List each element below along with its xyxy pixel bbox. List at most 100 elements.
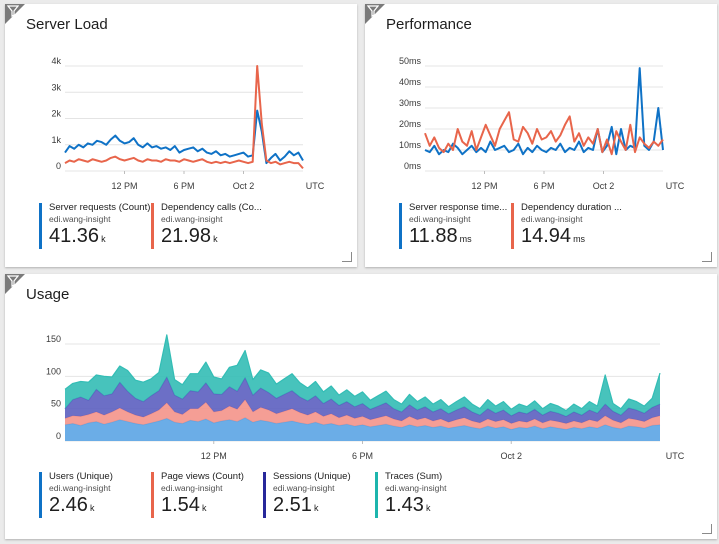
legend-source: edi.wang-insight bbox=[161, 214, 223, 224]
legend-name: Sessions (Unique) bbox=[273, 471, 351, 482]
server-load-legend: Server requests (Count) edi.wang-insight… bbox=[39, 202, 263, 250]
performance-chart[interactable]: 0ms 10ms 20ms 30ms 40ms 50ms 12 PM 6 PM Oct 2 UTC bbox=[365, 4, 717, 204]
legend-color-bar bbox=[39, 472, 42, 518]
usage-chart[interactable]: 0 50 100 150 12 PM 6 PM Oct 2 UTC bbox=[5, 274, 717, 469]
x-axis-unit: UTC bbox=[666, 181, 685, 191]
server-load-chart[interactable]: 0 1k 2k 3k 4k 12 PM 6 PM Oct 2 UTC bbox=[5, 4, 357, 204]
legend-name: Dependency calls (Co... bbox=[161, 202, 262, 213]
legend-value: 14.94 bbox=[521, 225, 572, 247]
legend-unit: k bbox=[89, 503, 95, 513]
legend-value: 1.43 bbox=[385, 494, 424, 516]
legend-source: edi.wang-insight bbox=[521, 214, 583, 224]
series-area[interactable] bbox=[65, 399, 660, 430]
legend-color-bar bbox=[511, 203, 514, 249]
y-tick-label: 3k bbox=[51, 82, 61, 92]
tile-title: Server Load bbox=[26, 16, 108, 33]
series-area-edge bbox=[64, 334, 661, 412]
x-axis-unit: UTC bbox=[306, 181, 325, 191]
legend-name: Server response time... bbox=[409, 202, 508, 213]
resize-handle[interactable] bbox=[702, 524, 712, 534]
series-area[interactable] bbox=[65, 377, 660, 424]
series-line[interactable] bbox=[424, 111, 664, 156]
legend-item[interactable]: Sessions (Unique) edi.wang-insight 2.51 k bbox=[263, 471, 375, 519]
series-area[interactable] bbox=[65, 334, 660, 417]
y-tick-label: 1k bbox=[51, 135, 61, 145]
y-tick-label: 0 bbox=[56, 161, 61, 171]
x-tick-label: 6 PM bbox=[352, 451, 373, 461]
legend-value: 41.36 bbox=[49, 225, 100, 247]
legend-value: 2.51 bbox=[273, 494, 312, 516]
legend-item[interactable]: Server response time... edi.wang-insight… bbox=[399, 202, 511, 250]
y-tick-label: 40ms bbox=[399, 77, 422, 87]
legend-item[interactable]: Server requests (Count) edi.wang-insight… bbox=[39, 202, 151, 250]
legend-value: 1.54 bbox=[161, 494, 200, 516]
x-tick-label: 6 PM bbox=[173, 181, 194, 191]
series-line[interactable] bbox=[64, 65, 304, 170]
legend-unit: k bbox=[101, 234, 106, 244]
x-tick-label: Oct 2 bbox=[500, 451, 522, 461]
resize-handle[interactable] bbox=[342, 252, 352, 262]
y-tick-label: 2k bbox=[51, 109, 61, 119]
server-load-tile[interactable]: Server Load 0 1k 2k 3k 4k 12 PM 6 PM Oct 2 UTC S… bbox=[5, 4, 357, 267]
y-tick-label: 20ms bbox=[399, 119, 422, 129]
legend-item[interactable]: Page views (Count) edi.wang-insight 1.54… bbox=[151, 471, 263, 519]
tile-title: Usage bbox=[26, 286, 70, 303]
legend-source: edi.wang-insight bbox=[49, 483, 111, 493]
series-area[interactable] bbox=[65, 417, 660, 441]
legend-value: 2.46 bbox=[49, 494, 88, 516]
legend-color-bar bbox=[375, 472, 378, 518]
legend-unit: k bbox=[213, 234, 218, 244]
legend-color-bar bbox=[39, 203, 42, 249]
legend-unit: k bbox=[425, 503, 431, 513]
x-tick-label: 12 PM bbox=[471, 181, 497, 191]
legend-item[interactable]: Dependency duration ... edi.wang-insight… bbox=[511, 202, 623, 250]
legend-name: Dependency duration ... bbox=[521, 202, 622, 213]
legend-value: 21.98 bbox=[161, 225, 212, 247]
legend-unit: k bbox=[313, 503, 319, 513]
tile-title: Performance bbox=[386, 16, 472, 33]
legend-source: edi.wang-insight bbox=[385, 483, 447, 493]
y-tick-label: 150 bbox=[46, 334, 61, 344]
y-tick-label: 30ms bbox=[399, 98, 422, 108]
legend-item[interactable]: Users (Unique) edi.wang-insight 2.46 k bbox=[39, 471, 151, 519]
legend-item[interactable]: Dependency calls (Co... edi.wang-insight… bbox=[151, 202, 263, 250]
legend-color-bar bbox=[151, 203, 154, 249]
x-tick-label: 12 PM bbox=[201, 451, 227, 461]
legend-source: edi.wang-insight bbox=[49, 214, 111, 224]
x-tick-label: Oct 2 bbox=[593, 181, 615, 191]
y-tick-label: 4k bbox=[51, 56, 61, 66]
y-tick-label: 10ms bbox=[399, 140, 422, 150]
legend-name: Traces (Sum) bbox=[385, 471, 443, 482]
legend-unit: ms bbox=[459, 234, 472, 244]
legend-name: Server requests (Count) bbox=[49, 202, 151, 213]
legend-source: edi.wang-insight bbox=[409, 214, 471, 224]
resize-handle[interactable] bbox=[702, 252, 712, 262]
legend-source: edi.wang-insight bbox=[161, 483, 223, 493]
y-tick-label: 0ms bbox=[404, 161, 422, 171]
filter-icon[interactable] bbox=[365, 4, 385, 24]
x-axis-unit: UTC bbox=[666, 451, 685, 461]
filter-icon[interactable] bbox=[5, 274, 25, 294]
x-tick-label: 12 PM bbox=[111, 181, 137, 191]
legend-unit: ms bbox=[573, 234, 586, 244]
usage-tile[interactable]: Usage 0 50 100 150 12 PM 6 PM Oct 2 UTC Users (… bbox=[5, 274, 717, 539]
legend-item[interactable]: Traces (Sum) edi.wang-insight 1.43 k bbox=[375, 471, 487, 519]
legend-color-bar bbox=[399, 203, 402, 249]
performance-tile[interactable]: Performance 0ms 10ms 20ms 30ms 40ms 50ms 12 PM… bbox=[365, 4, 717, 267]
filter-icon[interactable] bbox=[5, 4, 25, 24]
legend-value: 11.88 bbox=[409, 225, 458, 247]
series-line[interactable] bbox=[424, 67, 664, 156]
x-tick-label: Oct 2 bbox=[233, 181, 255, 191]
usage-legend: Users (Unique) edi.wang-insight 2.46 k Pa… bbox=[39, 471, 487, 519]
y-tick-label: 50ms bbox=[399, 56, 422, 66]
y-tick-label: 100 bbox=[46, 366, 61, 376]
legend-color-bar bbox=[263, 472, 266, 518]
x-tick-label: 6 PM bbox=[533, 181, 554, 191]
performance-legend: Server response time... edi.wang-insight… bbox=[399, 202, 623, 250]
y-tick-label: 50 bbox=[51, 399, 61, 409]
legend-source: edi.wang-insight bbox=[273, 483, 335, 493]
y-tick-label: 0 bbox=[56, 431, 61, 441]
legend-unit: k bbox=[201, 503, 207, 513]
legend-name: Users (Unique) bbox=[49, 471, 113, 482]
legend-name: Page views (Count) bbox=[161, 471, 244, 482]
